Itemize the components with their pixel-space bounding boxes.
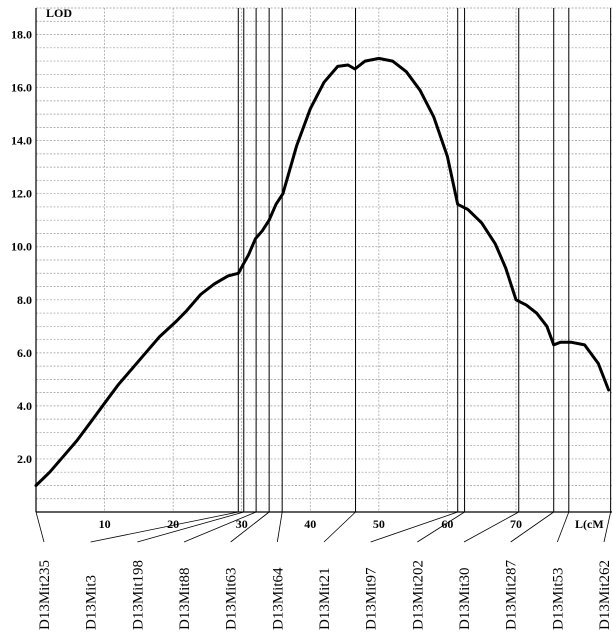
marker-leader-line [137,511,244,543]
marker-label: D13Mit64 [270,567,286,630]
axes [35,8,612,513]
marker-leader-line [183,511,257,543]
y-ticks: 2.0 4.0 6.0 8.0 10.0 12.0 14.0 16.0 18.0 [11,28,32,466]
x-tick-label: 10 [99,517,111,531]
marker-leader-line [556,511,570,543]
marker-leader-line [370,511,458,543]
y-tick-label: 8.0 [17,293,32,307]
y-tick-label: 6.0 [17,346,32,360]
x-ticks: 10 20 30 40 50 60 70 [99,517,522,531]
y-tick-label: 4.0 [17,399,32,413]
y-tick-label: 2.0 [17,452,32,466]
y-tick-label: 12.0 [11,187,32,201]
marker-leader-line [463,511,519,543]
y-tick-label: 10.0 [11,240,32,254]
marker-label: D13Mit88 [177,567,193,630]
grid [36,7,612,512]
marker-label: D13Mit198 [130,560,146,630]
lod-curve [34,56,611,487]
marker-label: D13Mit30 [457,567,473,630]
lod-curve-group [34,56,611,487]
marker-label: D13Mit287 [504,559,520,630]
marker-leader-line [90,511,239,543]
y-tick-label: 16.0 [11,81,32,95]
marker-leader-line [323,511,356,543]
y-tick-label: 14.0 [11,134,32,148]
marker-leader-line [230,511,270,543]
marker-label: D13Mit97 [364,567,380,630]
marker-label: D13Mit21 [317,567,333,630]
marker-leader-line [417,511,465,543]
marker-label: D13Mit262 [597,560,612,630]
marker-leader-line [276,511,283,543]
marker-lines [237,8,612,512]
marker-label: D13Mit63 [224,567,240,630]
x-tick-label: 60 [441,517,453,531]
x-tick-label: 20 [167,517,179,531]
marker-label: D13Mit3 [84,575,100,630]
marker-label: D13Mit53 [550,567,566,630]
y-axis-label: LOD [46,6,72,20]
x-tick-label: 40 [304,517,316,531]
marker-label: D13Mit202 [410,560,426,630]
marker-leader-line [510,511,554,543]
x-tick-label: 30 [236,517,248,531]
x-tick-label: 70 [510,517,522,531]
x-axis-label: L(cM [575,517,604,531]
marker-leader-line [35,511,45,543]
x-tick-label: 50 [373,517,385,531]
marker-leader-line [603,511,612,543]
marker-labels: D13Mit235 D13Mit3 D13Mit198 D13Mit88 D13Mit6… [35,511,612,630]
y-tick-label: 18.0 [11,28,32,42]
marker-label: D13Mit235 [37,560,53,630]
